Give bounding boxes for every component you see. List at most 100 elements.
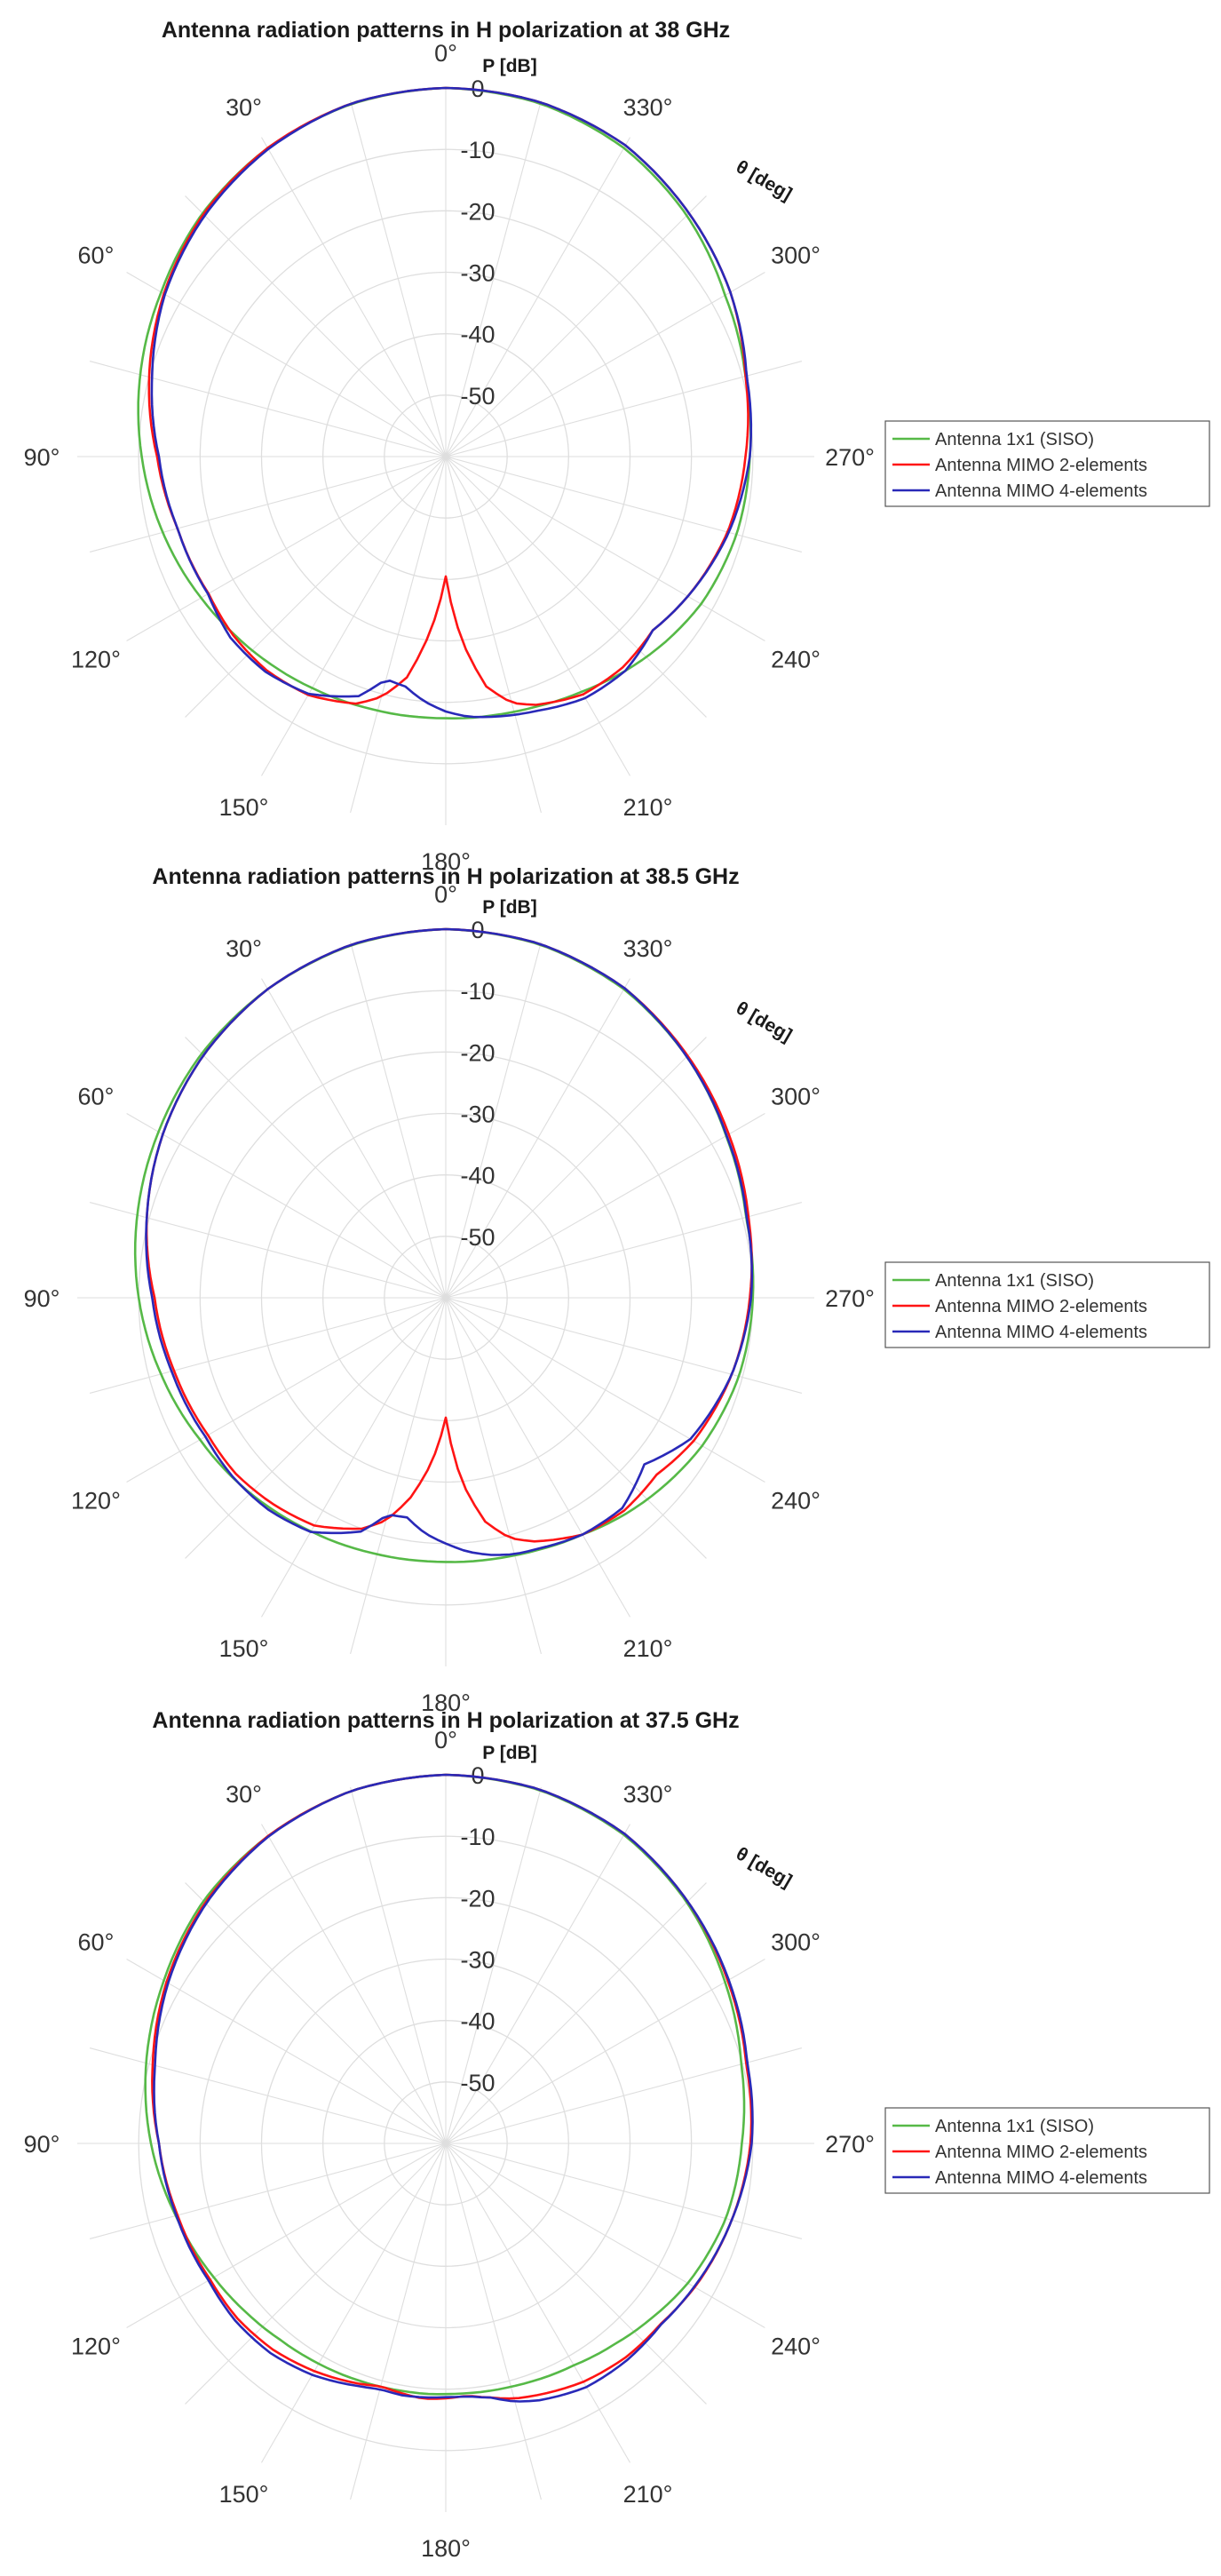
grid-spoke	[445, 2143, 707, 2405]
angle-tick-label: 90°	[24, 444, 60, 471]
angle-tick-label: 270°	[825, 1285, 875, 1312]
grid-spoke	[445, 1202, 803, 1299]
grid-spoke	[261, 137, 447, 457]
angle-tick-label: 0°	[434, 881, 457, 908]
grid-spoke	[185, 2143, 447, 2405]
grid-spoke	[350, 1786, 447, 2144]
angle-tick-label: 330°	[623, 94, 673, 121]
angle-tick-label: 210°	[623, 1635, 673, 1662]
legend-entry: Antenna MIMO 4-elements	[935, 481, 1147, 501]
grid-spoke	[185, 1037, 447, 1299]
grid-spoke	[445, 941, 542, 1299]
grid-spoke	[89, 361, 447, 457]
radial-tick-label: -10	[460, 978, 495, 1005]
grid-spoke	[89, 1202, 447, 1299]
angle-tick-label: 180°	[421, 848, 471, 875]
radial-axis-label: P [dB]	[482, 56, 536, 76]
radial-tick-label: -10	[460, 137, 495, 163]
polar-grid	[77, 88, 814, 825]
angle-tick-label: 30°	[226, 1781, 262, 1808]
grid-spoke	[350, 941, 447, 1299]
polar-grid	[77, 1775, 814, 2512]
grid-spoke	[261, 1824, 447, 2144]
grid-spoke	[445, 456, 542, 814]
grid-spoke	[445, 1037, 707, 1299]
angle-tick-label: 0°	[434, 1727, 457, 1753]
angle-tick-label: 240°	[771, 1488, 821, 1515]
legend-entry: Antenna MIMO 2-elements	[935, 456, 1147, 475]
grid-spoke	[445, 1786, 542, 2144]
radial-tick-label: -20	[460, 198, 495, 225]
angle-tick-label: 180°	[421, 1690, 471, 1716]
grid-spoke	[261, 978, 447, 1299]
grid-spoke	[185, 1882, 447, 2144]
grid-spoke	[89, 2143, 447, 2239]
grid-spoke	[126, 2143, 447, 2328]
angle-tick-label: 150°	[219, 1635, 269, 1662]
angle-tick-label: 330°	[623, 935, 673, 962]
angle-tick-label: 60°	[78, 242, 115, 269]
series-line-1	[137, 86, 752, 720]
grid-spoke	[185, 1297, 447, 1559]
grid-spoke	[126, 456, 447, 641]
radial-tick-label: -30	[460, 1101, 495, 1128]
legend-entry: Antenna 1x1 (SISO)	[935, 2117, 1094, 2136]
radial-tick-label: -20	[460, 1885, 495, 1912]
grid-spoke	[445, 2143, 542, 2500]
chart-title: Antenna radiation patterns in H polariza…	[152, 1708, 739, 1733]
angle-tick-label: 150°	[219, 2481, 269, 2508]
angle-tick-label: 240°	[771, 647, 821, 673]
polar-grid	[77, 929, 814, 1666]
angle-tick-label: 30°	[226, 94, 262, 121]
radial-axis-label: P [dB]	[482, 1743, 536, 1763]
radial-axis-label: P [dB]	[482, 897, 536, 918]
angle-axis-label: θ [deg]	[733, 156, 796, 204]
polar-chart-2: Antenna radiation patterns in H polariza…	[24, 864, 1210, 1716]
grid-spoke	[445, 1297, 542, 1655]
legend-entry: Antenna MIMO 4-elements	[935, 1323, 1147, 1342]
grid-spoke	[261, 456, 447, 776]
angle-tick-label: 270°	[825, 444, 875, 471]
angle-tick-label: 120°	[71, 647, 121, 673]
angle-tick-label: 0°	[434, 40, 457, 67]
grid-spoke	[445, 1297, 803, 1394]
grid-spoke	[445, 137, 630, 457]
grid-spoke	[445, 195, 707, 457]
legend-box	[884, 2107, 1210, 2194]
radial-tick-label: 0	[471, 76, 484, 102]
angle-tick-label: 240°	[771, 2334, 821, 2360]
grid-spoke	[261, 2143, 447, 2463]
grid-spoke	[445, 2143, 803, 2239]
legend: Antenna 1x1 (SISO) Antenna MIMO 2-element…	[884, 1261, 1210, 1348]
chart-title: Antenna radiation patterns in H polariza…	[152, 864, 739, 889]
radial-tick-label: 0	[471, 917, 484, 943]
angle-tick-label: 270°	[825, 2131, 875, 2158]
angle-tick-label: 300°	[771, 242, 821, 269]
grid-spoke	[445, 456, 630, 776]
grid-spoke	[445, 2143, 765, 2328]
grid-spoke	[185, 456, 447, 718]
radial-tick-label: -40	[460, 322, 495, 348]
angle-tick-label: 60°	[78, 1084, 115, 1110]
angle-tick-label: 300°	[771, 1084, 821, 1110]
legend-entry: Antenna 1x1 (SISO)	[935, 1271, 1094, 1291]
legend-entry: Antenna 1x1 (SISO)	[935, 430, 1094, 449]
angle-tick-label: 90°	[24, 2131, 60, 2158]
series-line-3	[145, 927, 754, 1556]
chart-title: Antenna radiation patterns in H polariza…	[162, 18, 730, 43]
angle-tick-label: 300°	[771, 1929, 821, 1956]
polar-chart-1: Antenna radiation patterns in H polariza…	[24, 18, 1210, 875]
radial-tick-label: -10	[460, 1824, 495, 1850]
radial-tick-label: -50	[460, 1224, 495, 1251]
grid-spoke	[445, 272, 765, 457]
angle-tick-label: 150°	[219, 794, 269, 821]
angle-tick-label: 210°	[623, 794, 673, 821]
grid-spoke	[445, 1297, 765, 1483]
grid-spoke	[445, 1297, 707, 1559]
legend: Antenna 1x1 (SISO) Antenna MIMO 2-element…	[884, 2107, 1210, 2194]
grid-spoke	[185, 195, 447, 457]
angle-tick-label: 210°	[623, 2481, 673, 2508]
grid-spoke	[126, 1959, 447, 2144]
